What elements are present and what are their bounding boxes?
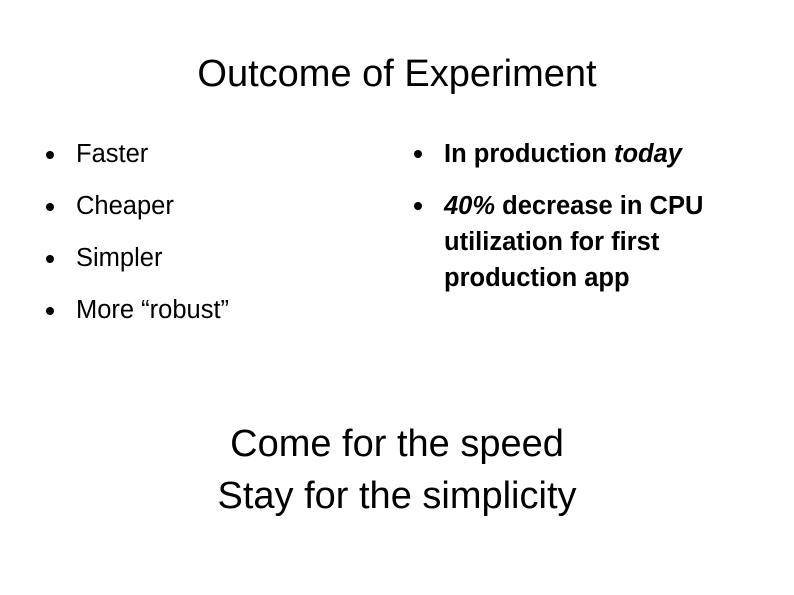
- bullet-dot-icon: [46, 307, 54, 315]
- bullet-text: decrease in CPU utilization for first pr…: [444, 192, 711, 292]
- bullet-item: Simpler: [46, 240, 366, 276]
- left-bullet-list: Faster Cheaper Simpler More “robust”: [46, 136, 366, 344]
- tagline-line-2: Stay for the simplicity: [217, 475, 577, 517]
- bullet-text: Cheaper: [76, 192, 174, 220]
- bullet-item: Faster: [46, 136, 366, 172]
- bullet-dot-icon: [414, 150, 422, 158]
- tagline: Come for the speed Stay for the simplici…: [0, 418, 794, 522]
- bullet-dot-icon: [414, 202, 422, 210]
- bullet-text: In production: [444, 140, 614, 168]
- bullet-text: Faster: [76, 140, 149, 168]
- tagline-line-1: Come for the speed: [230, 423, 564, 465]
- bullet-item: In production today: [414, 136, 774, 172]
- bullet-item: 40% decrease in CPU utilization for firs…: [414, 188, 774, 296]
- bullet-item: More “robust”: [46, 292, 366, 328]
- right-bullet-list: In production today 40% decrease in CPU …: [414, 136, 774, 312]
- bullet-text-emphasis: 40%: [444, 192, 496, 220]
- bullet-text: Simpler: [76, 244, 163, 272]
- slide-title: Outcome of Experiment: [197, 53, 597, 95]
- bullet-item: Cheaper: [46, 188, 366, 224]
- bullet-text-emphasis: today: [613, 140, 682, 168]
- bullet-dot-icon: [46, 203, 54, 211]
- bullet-dot-icon: [46, 255, 54, 263]
- bullet-text: More “robust”: [76, 296, 230, 324]
- bullet-dot-icon: [46, 151, 54, 159]
